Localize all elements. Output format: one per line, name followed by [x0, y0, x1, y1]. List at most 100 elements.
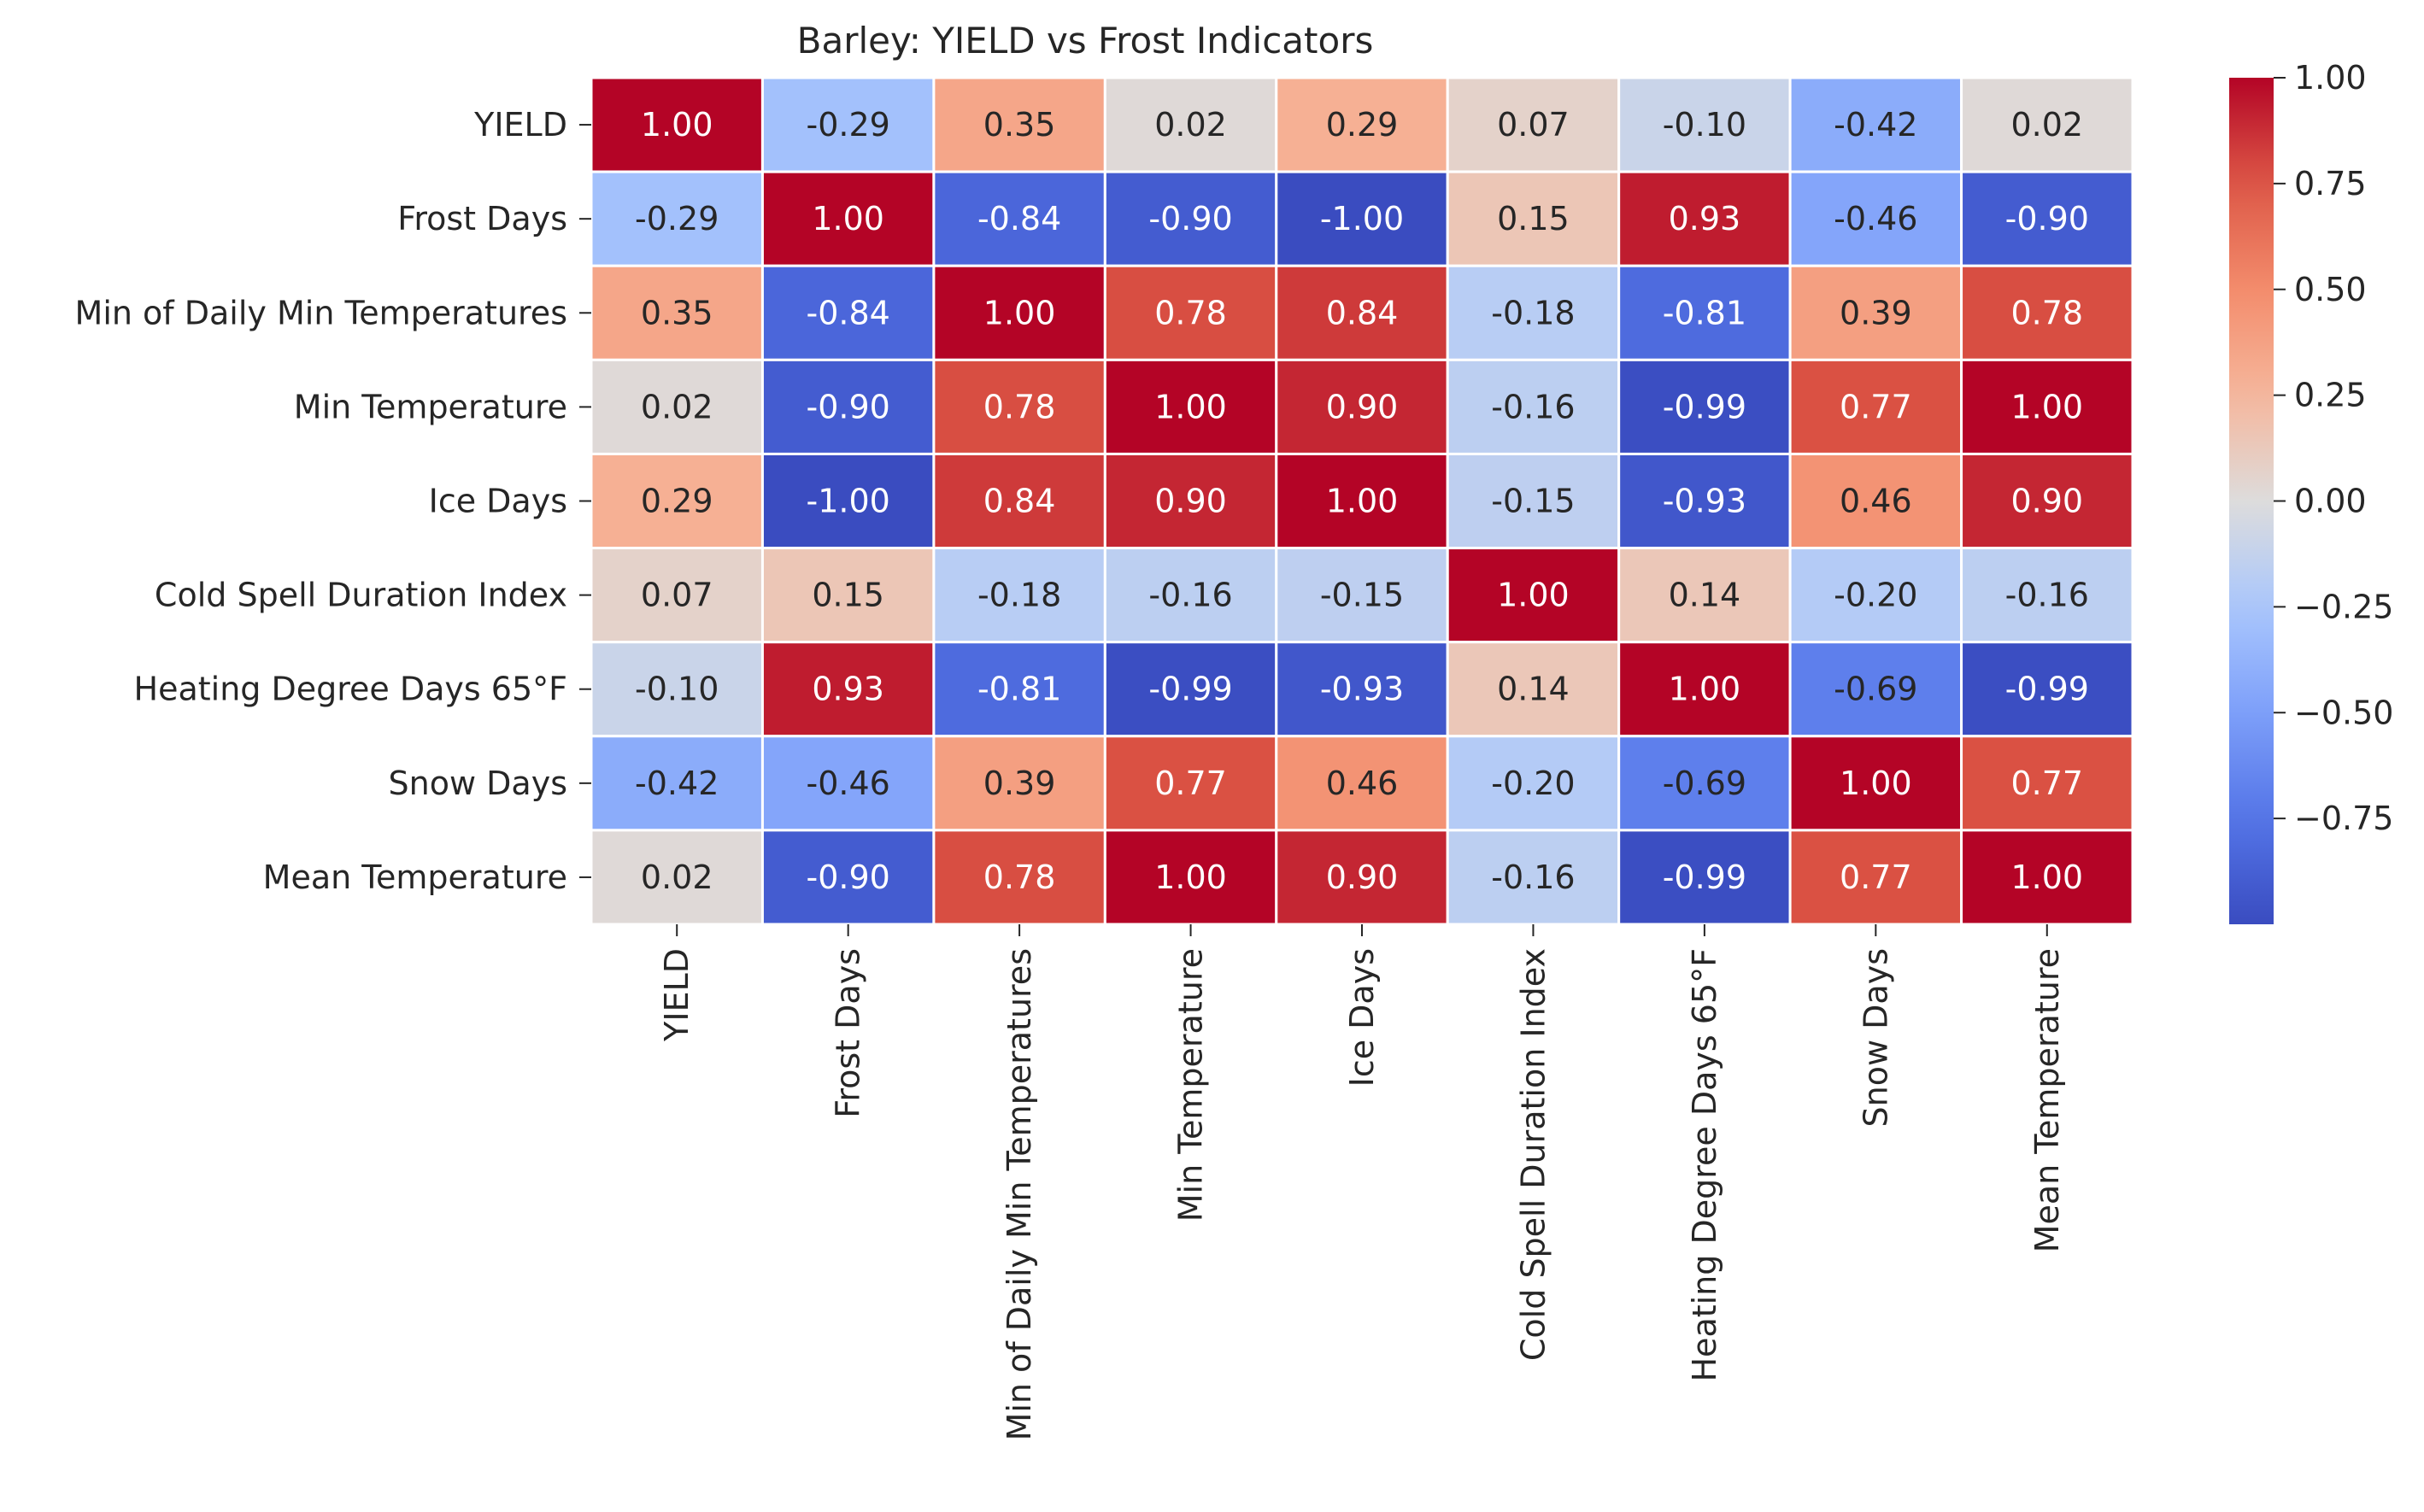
heatmap-cell	[590, 358, 764, 455]
heatmap-cell-label: 0.07	[641, 577, 713, 614]
heatmap-cell	[590, 547, 764, 644]
heatmap-cell-label: -0.99	[1148, 671, 1232, 708]
heatmap-cell	[1960, 170, 2134, 267]
heatmap-cell-label: 1.00	[983, 294, 1056, 331]
heatmap-cell-label: -0.90	[2005, 200, 2089, 237]
heatmap-cell	[1446, 735, 1621, 832]
heatmap-cell-label: -0.90	[807, 859, 890, 896]
y-axis-tick-label: Ice Days	[429, 483, 567, 520]
y-axis-tick-label: Snow Days	[389, 765, 567, 802]
heatmap-cell-label: 0.02	[641, 859, 713, 896]
heatmap-cell	[590, 76, 764, 173]
heatmap-cell-label: -0.20	[1834, 577, 1917, 614]
y-axis-tick-label: YIELD	[473, 106, 567, 144]
heatmap-cell-label: 0.93	[812, 671, 884, 708]
heatmap-cell-label: -0.42	[1834, 106, 1917, 144]
heatmap-cell-label: -0.18	[977, 577, 1061, 614]
y-axis-tick-label: Cold Spell Duration Index	[155, 577, 567, 614]
heatmap-cell	[1275, 735, 1449, 832]
heatmap-cell-label: -0.81	[977, 671, 1061, 708]
y-axis-tick-label: Mean Temperature	[263, 859, 567, 896]
heatmap-cell	[1960, 264, 2134, 361]
heatmap-cell	[1617, 452, 1792, 550]
heatmap-cell	[1960, 547, 2134, 644]
heatmap-cell-label: 0.29	[641, 483, 713, 520]
heatmap-cell-label: -1.00	[1320, 200, 1404, 237]
heatmap-cell-label: -0.84	[977, 200, 1061, 237]
heatmap-cell	[932, 547, 1106, 644]
heatmap-cell	[1446, 76, 1621, 173]
heatmap-cell-label: 1.00	[1326, 483, 1399, 520]
heatmap-cell	[1617, 735, 1792, 832]
heatmap-cell-label: -0.99	[1663, 859, 1746, 896]
heatmap-cell	[760, 76, 936, 173]
heatmap-cell	[932, 829, 1106, 926]
heatmap-cell-label: 0.46	[1326, 765, 1399, 802]
heatmap-cell-label: -0.69	[1663, 765, 1746, 802]
heatmap-cell	[1103, 358, 1278, 455]
heatmap-cell-label: -0.15	[1491, 483, 1575, 520]
heatmap-cell	[1103, 452, 1278, 550]
heatmap-cell-label: 1.00	[1497, 577, 1570, 614]
y-axis-tick-label: Frost Days	[397, 200, 567, 237]
heatmap-cell	[1446, 829, 1621, 926]
heatmap-cell-label: 0.15	[1497, 200, 1570, 237]
heatmap-cell-label: 1.00	[1154, 388, 1227, 425]
x-axis-tick-label: Mean Temperature	[2028, 948, 2066, 1252]
heatmap-cell-label: -0.99	[1663, 388, 1746, 425]
heatmap-cell	[760, 358, 936, 455]
heatmap-cell-label: -0.42	[635, 765, 719, 802]
colorbar-tick-label: 0.00	[2294, 483, 2367, 520]
heatmap-cell-label: -0.16	[1491, 859, 1575, 896]
heatmap-cell	[1275, 170, 1449, 267]
heatmap-cell-label: 0.84	[1326, 294, 1399, 331]
heatmap-cell	[1103, 264, 1278, 361]
colorbar-tick-label: 0.25	[2294, 377, 2367, 414]
heatmap-cell	[932, 735, 1106, 832]
heatmap-cell-label: -0.16	[2005, 577, 2089, 614]
heatmap-cell-label: -0.16	[1148, 577, 1232, 614]
heatmap-cell-label: 0.78	[1154, 294, 1227, 331]
heatmap-cell-label: 0.02	[2010, 106, 2083, 144]
heatmap-cell-label: 0.35	[641, 294, 713, 331]
heatmap-cell-label: 0.90	[1326, 388, 1399, 425]
heatmap-cell	[1103, 547, 1278, 644]
heatmap-cell	[1788, 547, 1963, 644]
x-axis-tick-labels: YIELD Frost Days Min of Daily Min Temperat…	[658, 924, 2066, 1440]
heatmap-cell	[760, 547, 936, 644]
heatmap-cell-label: 0.15	[812, 577, 884, 614]
heatmap-cell-label: 1.00	[641, 106, 713, 144]
heatmap-cell	[1960, 358, 2134, 455]
heatmap-cell	[1617, 170, 1792, 267]
heatmap-cell-label: 1.00	[812, 200, 884, 237]
y-axis-tick-label: Min Temperature	[294, 388, 567, 425]
heatmap-cell-label: -0.90	[1148, 200, 1232, 237]
heatmap-cell	[932, 264, 1106, 361]
heatmap-cell-labels: 1.00 -0.29 0.35 0.02 0.29 0.07 -0.10 -0.42 0.02 -…	[635, 106, 2089, 896]
heatmap-cell-label: 0.77	[1840, 859, 1912, 896]
x-axis-tick-label: Heating Degree Days 65°F	[1686, 948, 1723, 1382]
heatmap-cell-label: -0.90	[807, 388, 890, 425]
heatmap-cell-label: 1.00	[1154, 859, 1227, 896]
heatmap-cell-label: 0.77	[2010, 765, 2083, 802]
heatmap-cell	[1960, 452, 2134, 550]
heatmap-cell	[1275, 641, 1449, 738]
x-axis-tick-label: Ice Days	[1343, 948, 1381, 1087]
heatmap-cell-label: -0.93	[1320, 671, 1404, 708]
heatmap-cell-label: -0.10	[1663, 106, 1746, 144]
heatmap-cell-label: -0.46	[807, 765, 890, 802]
heatmap-cell-label: 0.78	[983, 859, 1056, 896]
heatmap-cell-label: -0.93	[1663, 483, 1746, 520]
heatmap-cells	[590, 76, 2134, 926]
heatmap-cell-label: 0.14	[1669, 577, 1741, 614]
heatmap-cell	[1103, 735, 1278, 832]
heatmap-cell	[590, 829, 764, 926]
colorbar-tick-label: 0.50	[2294, 271, 2367, 308]
heatmap-cell-label: 0.77	[1154, 765, 1227, 802]
heatmap-cell-label: -0.15	[1320, 577, 1404, 614]
heatmap-cell-label: 0.90	[1326, 859, 1399, 896]
heatmap-cell-label: -0.29	[807, 106, 890, 144]
heatmap-cell-label: -0.81	[1663, 294, 1746, 331]
heatmap-cell-label: 0.14	[1497, 671, 1570, 708]
heatmap-cell-label: -0.99	[2005, 671, 2089, 708]
